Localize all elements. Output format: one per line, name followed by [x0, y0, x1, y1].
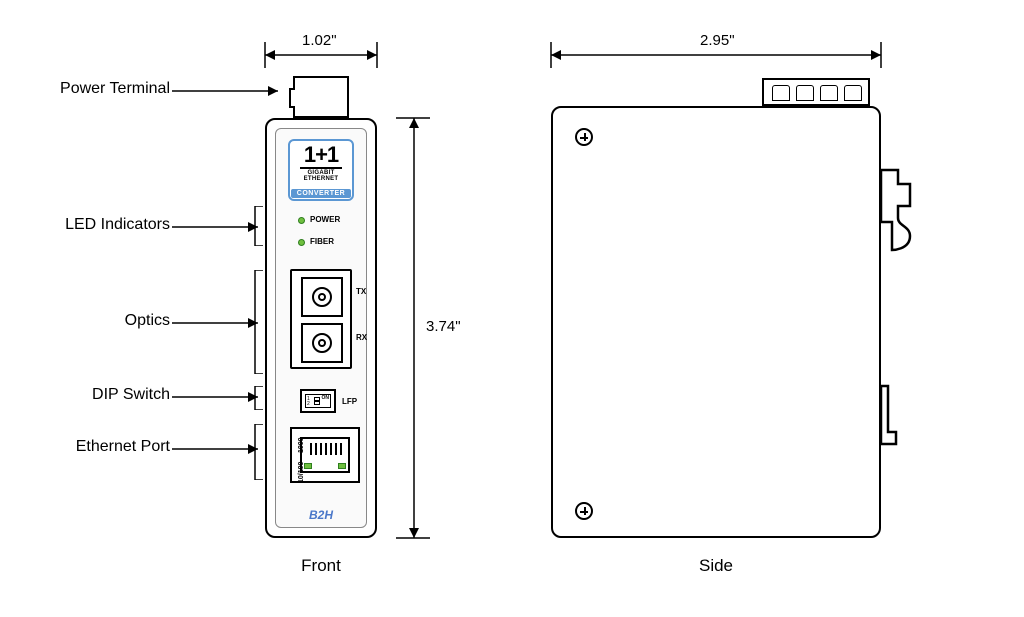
dim-front-height: [390, 112, 430, 544]
dip-lfp-label: LFP: [342, 397, 357, 406]
technical-diagram: 1.02" 3.74" 1+1 GIGABIT ETHERNET CONVERT…: [0, 0, 1024, 617]
side-device-body: [551, 106, 881, 538]
eth-label-10-100: 10/100: [298, 462, 305, 483]
dim-side-width-label: 2.95": [700, 32, 735, 49]
callout-optics: Optics: [40, 312, 170, 330]
callout-bracket-eth: [253, 424, 265, 480]
fiber-led-label: FIBER: [310, 237, 334, 246]
dip-row-2: 2: [307, 401, 310, 407]
screw-bottom: [575, 502, 593, 520]
logo-mid-text: GIGABIT ETHERNET: [290, 170, 352, 182]
logo-top-text: 1+1: [290, 144, 352, 166]
side-view-label: Side: [551, 556, 881, 576]
brand-logo: B2H: [276, 508, 366, 522]
din-rail-clip: [880, 156, 930, 456]
logo-badge: CONVERTER: [291, 189, 351, 198]
front-inner-panel: 1+1 GIGABIT ETHERNET CONVERTER POWER FIB…: [275, 128, 367, 528]
fiber-led: [298, 239, 305, 246]
callout-power-terminal: Power Terminal: [40, 80, 170, 98]
front-device-body: 1+1 GIGABIT ETHERNET CONVERTER POWER FIB…: [265, 118, 377, 538]
optic-rx-label: RX: [356, 333, 367, 342]
dim-front-width-label: 1.02": [302, 32, 337, 49]
dip-on-label: ON: [322, 395, 330, 401]
optics-block: [290, 269, 352, 369]
power-led-label: POWER: [310, 215, 340, 224]
ethernet-port-block: 1000 10/100: [290, 427, 360, 483]
screw-top: [575, 128, 593, 146]
side-terminal-strip: [762, 78, 870, 106]
callout-bracket-optics: [253, 270, 265, 374]
dip-switch-block: 1 2 ON: [300, 389, 336, 413]
optic-port-tx: [301, 277, 343, 317]
callout-arrow-power-terminal: [172, 82, 288, 100]
ethernet-jack: [300, 437, 350, 473]
device-logo: 1+1 GIGABIT ETHERNET CONVERTER: [288, 139, 354, 201]
callout-ethernet-port: Ethernet Port: [40, 438, 170, 456]
callout-led-indicators: LED Indicators: [40, 216, 170, 234]
dim-front-height-label: 3.74": [426, 318, 461, 335]
optic-tx-label: TX: [356, 287, 366, 296]
eth-led-left: [304, 463, 312, 469]
power-terminal-block: [293, 76, 349, 118]
eth-led-right: [338, 463, 346, 469]
front-view-label: Front: [265, 556, 377, 576]
callout-dip-switch: DIP Switch: [40, 386, 170, 404]
optic-port-rx: [301, 323, 343, 363]
callout-bracket-led: [253, 206, 265, 246]
eth-label-1000: 1000: [298, 437, 305, 453]
callout-bracket-dip: [253, 386, 265, 410]
power-led: [298, 217, 305, 224]
